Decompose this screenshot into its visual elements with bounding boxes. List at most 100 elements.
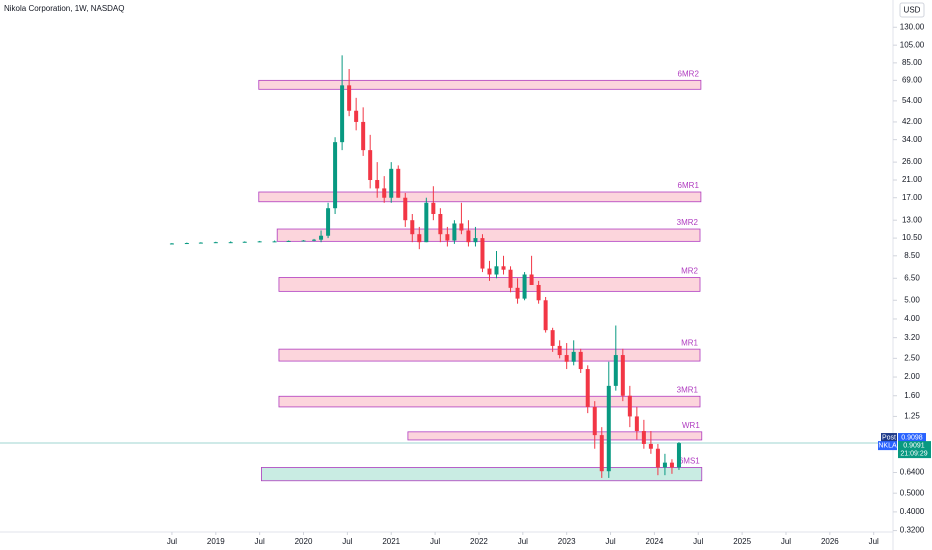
candle-body	[424, 202, 429, 243]
zone-label: 3MR1	[677, 385, 699, 394]
zone-label: 6MR2	[678, 69, 700, 78]
symbol-tag	[878, 441, 897, 451]
zone-label: MR2	[681, 267, 698, 276]
candle-body	[459, 223, 464, 231]
x-tick-label: Jul	[255, 537, 265, 546]
x-tick-label: 2021	[382, 537, 400, 546]
y-tick-label: 0.6400	[900, 468, 925, 477]
candle-body	[333, 142, 338, 209]
y-tick-label: 1.25	[904, 412, 920, 421]
last-value-box	[898, 441, 931, 459]
candle-body	[272, 241, 277, 243]
countdown: 21:09:29	[900, 450, 927, 457]
candle-body	[347, 85, 352, 111]
candle-body	[508, 269, 513, 288]
chart-title: Nikola Corporation, 1W, NASDAQ	[4, 4, 125, 13]
zone-label: 3MR2	[677, 218, 699, 227]
x-tick-label: Jul	[167, 537, 177, 546]
y-tick-label: 1.60	[904, 391, 920, 400]
post-tag	[881, 433, 897, 443]
candle-body	[620, 355, 625, 396]
last-value: 0.9091	[903, 442, 925, 449]
y-tick-label: 85.00	[902, 58, 923, 67]
candle-body	[368, 150, 373, 181]
x-tick-label: 2026	[821, 537, 839, 546]
x-tick-label: 2022	[470, 537, 488, 546]
candle-body	[501, 266, 506, 270]
currency[interactable]: USD	[904, 6, 921, 15]
y-tick-label: 5.00	[904, 295, 920, 304]
candle-body	[242, 241, 247, 243]
candle-body	[669, 462, 674, 468]
y-tick-label: 6.50	[904, 273, 920, 282]
post-tag-label: Post	[882, 434, 896, 441]
x-tick-label: Jul	[430, 537, 440, 546]
candle-body	[389, 168, 394, 198]
post-value: 0.9098	[901, 434, 923, 441]
candle-body	[606, 385, 611, 472]
candle-body	[354, 110, 359, 122]
candle-body	[550, 330, 555, 346]
candle-body	[648, 443, 653, 449]
candle-body	[431, 202, 436, 214]
y-tick-label: 42.00	[902, 117, 923, 126]
candle-body	[466, 230, 471, 243]
y-tick-label: 54.00	[902, 96, 923, 105]
candle-body	[494, 266, 499, 275]
x-tick-label: Jul	[518, 537, 528, 546]
zone	[407, 431, 703, 441]
zone	[258, 79, 702, 90]
x-tick-label: Jul	[869, 537, 879, 546]
candle-body	[326, 208, 331, 236]
zone-label: 6MR1	[678, 181, 700, 190]
candle-body	[634, 416, 639, 432]
candle-body	[473, 238, 478, 243]
candle-body	[487, 268, 492, 275]
y-tick-label: 69.00	[902, 75, 923, 84]
y-tick-label: 21.00	[902, 175, 923, 184]
candle-body	[543, 300, 548, 331]
candle-body	[452, 223, 457, 241]
zone-label: WR1	[682, 421, 700, 430]
candle-body	[613, 355, 618, 386]
y-tick-label: 2.50	[904, 353, 920, 362]
candle-body	[319, 235, 324, 240]
candle-body	[438, 213, 443, 235]
candle-body	[599, 435, 604, 472]
candle-body	[578, 351, 583, 370]
candle-body	[257, 241, 262, 243]
candle-body	[522, 274, 527, 299]
candle-body	[375, 180, 380, 189]
candle-body	[403, 197, 408, 221]
x-tick-label: 2023	[558, 537, 576, 546]
candle-body	[592, 406, 597, 436]
y-tick-label: 4.00	[904, 314, 920, 323]
y-tick-label: 0.3200	[900, 526, 925, 535]
candle-body	[382, 188, 387, 198]
x-tick-label: Jul	[693, 537, 703, 546]
symbol-label: NKLA	[878, 442, 897, 449]
zone	[258, 191, 702, 203]
candle-body	[445, 234, 450, 241]
x-tick-label: Jul	[605, 537, 615, 546]
zone	[278, 395, 701, 408]
candle-body	[361, 121, 366, 151]
x-tick-label: Jul	[342, 537, 352, 546]
candle-body	[585, 369, 590, 407]
y-tick-label: 8.50	[904, 251, 920, 260]
candle-body	[571, 351, 576, 362]
zone-label: 6MS1	[679, 457, 700, 466]
candle-body	[662, 462, 667, 468]
y-tick-label: 10.50	[902, 233, 923, 242]
x-tick-label: 2024	[646, 537, 664, 546]
x-tick-label: 2019	[207, 537, 225, 546]
x-tick-label: 2020	[295, 537, 313, 546]
candle-body	[228, 242, 233, 244]
candle-body	[417, 234, 422, 243]
y-tick-label: 130.00	[900, 22, 925, 31]
currency-button[interactable]	[899, 2, 925, 18]
candle-body	[410, 220, 415, 235]
zone	[261, 467, 703, 482]
candle-body	[676, 443, 681, 468]
candle-body	[286, 240, 291, 242]
